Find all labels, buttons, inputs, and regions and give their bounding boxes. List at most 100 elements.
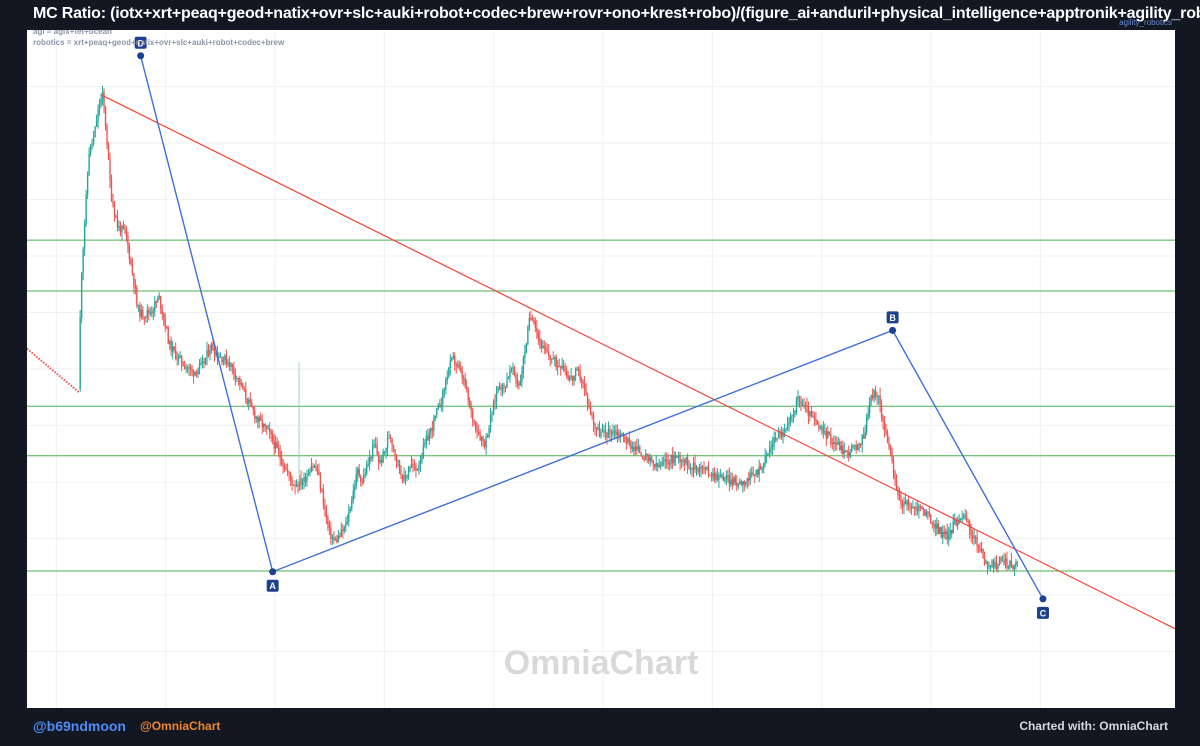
candle-body <box>1006 558 1008 568</box>
candle-body <box>189 367 192 370</box>
candle-body <box>433 418 435 431</box>
candle-body <box>710 475 713 477</box>
candle-body <box>552 358 554 360</box>
candle-body <box>785 428 787 430</box>
candle-body <box>882 417 884 422</box>
candle-body <box>674 456 677 459</box>
candle-body <box>994 562 996 568</box>
candle-body <box>363 475 365 483</box>
candle-body <box>640 453 642 456</box>
candle-body <box>455 364 457 366</box>
candle-body <box>209 350 211 356</box>
candle-body <box>930 514 932 523</box>
candle-body <box>742 481 744 486</box>
candle-body <box>894 471 896 481</box>
candle-body <box>746 478 748 482</box>
candle-body <box>186 367 189 369</box>
candle-body <box>692 462 695 471</box>
candle-body <box>503 384 505 387</box>
candle-body <box>434 415 437 419</box>
candle-body <box>961 518 963 520</box>
candle-body <box>458 364 460 368</box>
author-handle[interactable]: @b69ndmoon <box>33 718 126 734</box>
candle-body <box>116 217 119 228</box>
candle-body <box>661 461 663 465</box>
candle-body <box>283 466 286 470</box>
candle-body <box>467 389 469 401</box>
candle-body <box>724 478 726 481</box>
candle-body <box>218 357 220 359</box>
candle-body <box>564 369 566 371</box>
candle-body <box>616 431 619 435</box>
candle-body <box>754 474 756 476</box>
candle-body <box>737 483 740 487</box>
candle-body <box>727 475 729 477</box>
brand-handle[interactable]: @OmniaChart <box>140 719 221 733</box>
candle-body <box>604 429 607 434</box>
candle-body <box>554 357 556 359</box>
candle-body <box>685 457 687 464</box>
candle-body <box>254 410 256 419</box>
candle-body <box>840 445 842 450</box>
candle-body <box>339 535 341 537</box>
candle-body <box>836 443 838 445</box>
candle-body <box>991 560 993 566</box>
candle-body <box>600 432 602 437</box>
candle-body <box>91 143 93 145</box>
candle-body <box>912 507 914 509</box>
candle-body <box>118 225 120 228</box>
candle-body <box>204 357 207 364</box>
candle-body <box>862 435 865 439</box>
candle-body <box>282 464 284 467</box>
candle-body <box>173 346 175 351</box>
candle-body <box>473 419 475 422</box>
candle-body <box>759 466 762 470</box>
candle-body <box>89 144 92 155</box>
candle-body <box>274 442 277 449</box>
candle-body <box>504 386 507 388</box>
candle-body <box>239 377 241 385</box>
candle-body <box>349 508 351 512</box>
candle-body <box>716 473 719 481</box>
candle-body <box>85 194 87 225</box>
candle-body <box>751 472 753 474</box>
chart-canvas[interactable]: OmniaChart D A B C agi = agix+fet+ocean robo… <box>27 30 1175 708</box>
candle-body <box>927 511 929 513</box>
candle-body <box>821 426 823 428</box>
candle-body <box>158 296 160 299</box>
candle-body <box>83 224 86 250</box>
candle-body <box>870 395 872 402</box>
candle-body <box>977 545 980 549</box>
candle-body <box>597 427 599 430</box>
candle-body <box>576 368 578 370</box>
candle-body <box>442 390 444 405</box>
candle-body <box>773 437 775 445</box>
candle-body <box>167 327 169 344</box>
candle-body <box>986 561 989 567</box>
candle-body <box>149 312 151 314</box>
candle-body <box>170 341 172 352</box>
candle-body <box>743 481 745 485</box>
candle-body <box>300 478 302 485</box>
candle-body <box>155 301 157 303</box>
plot-area[interactable]: OmniaChart D A B C agi = agix+fet+ocean robo… <box>27 30 1175 708</box>
candle-body <box>219 356 222 358</box>
candle-body <box>998 557 1001 566</box>
candle-body <box>494 401 496 403</box>
candle-body <box>292 484 295 486</box>
candle-body <box>221 356 223 363</box>
candle-body <box>839 441 841 450</box>
candle-body <box>767 453 769 455</box>
candle-body <box>837 441 839 445</box>
pattern-label-box <box>134 36 147 49</box>
candle-body <box>255 416 257 419</box>
candle-body <box>198 363 201 370</box>
candle-body <box>124 228 126 230</box>
candle-body <box>422 445 425 457</box>
candle-body <box>855 445 857 451</box>
candle-body <box>810 411 813 416</box>
candle-body <box>854 445 856 447</box>
candle-body <box>382 451 384 463</box>
candle-body <box>948 534 950 540</box>
candle-body <box>731 479 734 485</box>
